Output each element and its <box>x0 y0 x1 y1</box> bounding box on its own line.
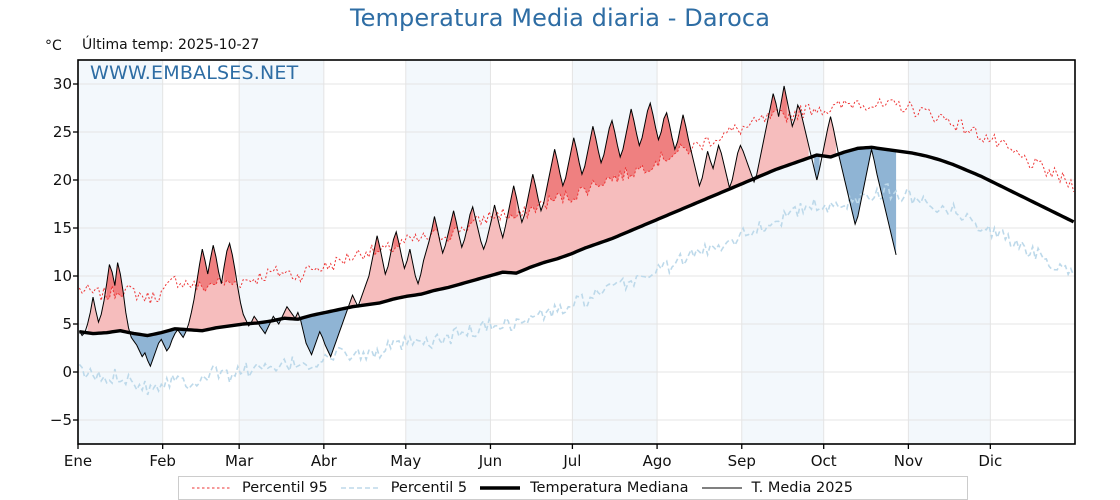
line-solid-thin-black-icon <box>701 487 742 489</box>
line-solid-thick-black-icon <box>480 486 521 490</box>
chart-legend: Percentil 95 Percentil 5 Temperatura Media… <box>178 476 968 500</box>
plot-frame <box>77 59 1076 445</box>
page-title: Temperatura Media diaria - Daroca <box>349 4 771 32</box>
fill-cold-anomaly <box>838 147 897 255</box>
last-temp-label: Última temp: 2025-10-27 <box>82 37 260 53</box>
x-tick-label: Jul <box>563 452 582 470</box>
month-band <box>572 60 658 444</box>
y-tick-label: 15 <box>52 219 72 237</box>
line-dashed-lightblue-icon <box>340 487 381 489</box>
fill-warm-anomaly <box>756 85 809 178</box>
legend-item-4[interactable]: T. Media 2025 <box>689 477 853 499</box>
watermark-label: WWW.EMBALSES.NET <box>90 62 299 84</box>
fill-extreme-anomaly <box>467 206 473 231</box>
legend-item-1[interactable]: Percentil 95 <box>179 477 328 499</box>
x-tick-label: Ene <box>63 452 93 470</box>
fill-extreme-anomaly <box>448 210 457 242</box>
x-tick-label: Jun <box>478 452 503 470</box>
series-temperatura-mediana <box>79 145 1075 338</box>
legend-label: Percentil 95 <box>242 480 328 496</box>
y-tick-label: 20 <box>52 171 72 189</box>
legend-item-2[interactable]: Percentil 5 <box>328 477 467 499</box>
series-percentil-95 <box>78 97 1075 304</box>
x-tick-label: Feb <box>149 452 176 470</box>
y-tick-label: −5 <box>49 411 72 429</box>
legend-label: Temperatura Mediana <box>530 480 689 496</box>
fill-cold-anomaly <box>131 328 186 367</box>
x-tick-label: Abr <box>310 452 337 470</box>
y-tick-label: 5 <box>62 315 72 333</box>
x-tick-label: May <box>390 452 422 470</box>
y-axis-ticks: −5 0 5 10 15 20 25 30 <box>20 0 72 500</box>
y-tick-label: 0 <box>62 363 72 381</box>
fill-cold-anomaly <box>300 307 348 357</box>
y-axis-unit-label: °C <box>45 38 62 54</box>
month-band <box>239 60 324 444</box>
x-tick-label: Ago <box>642 452 672 470</box>
y-tick-label: 25 <box>52 123 72 141</box>
legend-item-3[interactable]: Temperatura Mediana <box>467 477 689 499</box>
series-percentil-5 <box>78 183 1075 396</box>
x-tick-label: Mar <box>225 452 254 470</box>
y-tick-label: 30 <box>52 75 72 93</box>
month-band <box>78 60 163 444</box>
x-tick-label: Dic <box>978 452 1003 470</box>
fill-extreme-anomaly <box>508 185 517 219</box>
series-t-media-2025 <box>78 85 897 368</box>
legend-label: T. Media 2025 <box>751 480 853 496</box>
fill-cold-anomaly <box>259 321 271 334</box>
fill-extreme-anomaly <box>546 103 692 210</box>
month-band <box>908 60 991 444</box>
fill-extreme-anomaly <box>106 262 124 300</box>
x-tick-label: Oct <box>810 452 837 470</box>
line-dotted-red-icon <box>192 487 232 489</box>
fill-extreme-anomaly <box>196 245 219 292</box>
fill-extreme-anomaly <box>527 174 539 218</box>
legend-label: Percentil 5 <box>390 480 468 496</box>
x-tick-label: Sep <box>727 452 756 470</box>
fill-extreme-anomaly <box>431 216 438 233</box>
fill-extreme-anomaly <box>374 235 380 256</box>
y-tick-label: 10 <box>52 267 72 285</box>
x-tick-label: Nov <box>893 452 924 470</box>
